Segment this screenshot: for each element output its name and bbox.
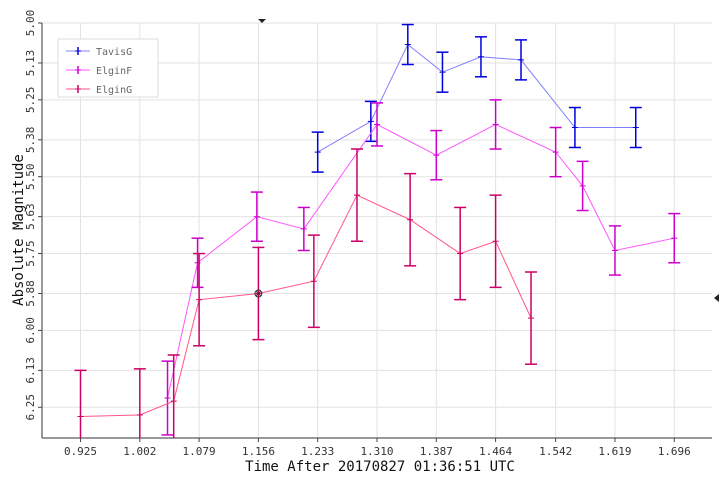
selected-point-marker xyxy=(254,289,263,298)
y-tick-label: 5.63 xyxy=(24,203,37,230)
right-marker-icon xyxy=(714,294,719,302)
legend-label: TavisG xyxy=(96,47,132,58)
marker-circle xyxy=(254,289,263,298)
x-tick-label: 0.925 xyxy=(64,445,97,458)
x-tick-label: 1.387 xyxy=(420,445,453,458)
x-tick-label: 1.619 xyxy=(598,445,631,458)
y-tick-label: 5.00 xyxy=(24,10,37,37)
x-axis-ticks: 0.925 1.002 1.079 1.156 1.233 1.310 1.387 1.464… xyxy=(64,438,691,458)
y-tick-label: 5.50 xyxy=(24,163,37,190)
x-tick-label: 1.156 xyxy=(242,445,275,458)
y-tick-label: 5.13 xyxy=(24,50,37,77)
legend-label: ElginF xyxy=(96,66,132,77)
y-tick-label: 5.38 xyxy=(24,127,37,154)
x-tick-label: 1.310 xyxy=(360,445,393,458)
legend-box xyxy=(57,38,159,98)
x-tick-label: 1.079 xyxy=(183,445,216,458)
legend-label: ElginG xyxy=(96,85,132,96)
y-axis-title: Absolute Magnitude xyxy=(11,154,27,306)
y-tick-label: 6.13 xyxy=(24,357,37,384)
series-ElginF xyxy=(161,99,681,436)
legend: TavisG ElginF ElginG xyxy=(57,38,159,98)
y-tick-label: 5.75 xyxy=(24,240,37,266)
x-tick-label: 1.696 xyxy=(658,445,691,458)
y-tick-label: 5.88 xyxy=(24,280,37,307)
x-axis-title: Time After 20170827 01:36:51 UTC xyxy=(245,459,515,475)
series-ElginG xyxy=(74,148,538,438)
x-tick-label: 1.464 xyxy=(479,445,512,458)
x-tick-label: 1.233 xyxy=(301,445,334,458)
y-tick-label: 5.25 xyxy=(24,87,37,114)
top-marker-icon xyxy=(258,19,266,23)
y-axis-ticks: 5.00 5.13 5.25 5.38 5.50 5.63 5.75 5.88 6.00 6.13… xyxy=(24,10,42,421)
marker-cross xyxy=(255,290,262,297)
y-tick-label: 6.00 xyxy=(24,317,37,344)
y-tick-label: 6.25 xyxy=(24,394,37,421)
series-layer xyxy=(74,23,681,438)
x-tick-label: 1.542 xyxy=(539,445,572,458)
x-tick-label: 1.002 xyxy=(123,445,156,458)
